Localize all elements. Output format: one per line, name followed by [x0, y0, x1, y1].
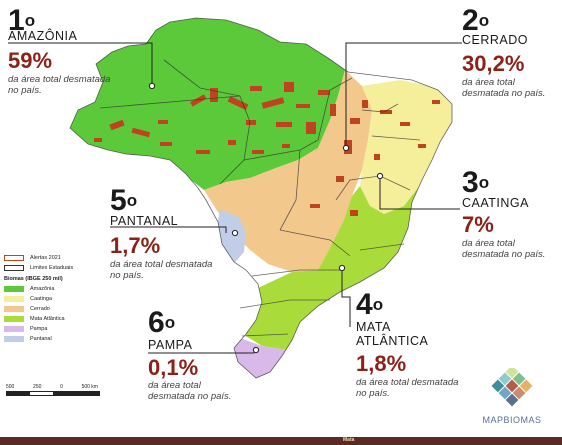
legend-item: Pantanal — [4, 334, 73, 344]
mapbiomas-logo: MAPBIOMAS — [472, 365, 552, 425]
legend-label: Cerrado — [30, 306, 50, 312]
leader-lines — [8, 42, 462, 354]
scale-labels: 500 250 0 500 km — [6, 384, 98, 390]
rank-caatinga: 3o — [462, 166, 490, 199]
legend-item: Pampa — [4, 324, 73, 334]
legend-swatch — [4, 306, 24, 312]
legend-limits: Limites Estaduais — [4, 263, 73, 273]
legend-label: Pampa — [30, 326, 48, 332]
legend-label: Amazônia — [30, 286, 55, 292]
legend-label: Pantanal — [30, 336, 52, 342]
alert-clusters — [94, 82, 440, 216]
biome-name-cerrado: CERRADO — [462, 33, 529, 47]
legend-swatch — [4, 286, 24, 292]
percent-pantanal: 1,7% — [110, 233, 161, 258]
scale-label: 500 — [6, 384, 15, 390]
bottom-strip-text: Mata — [343, 437, 355, 443]
legend-swatch — [4, 336, 24, 342]
cerrado-biome — [204, 70, 372, 272]
scale-label: 500 km — [81, 384, 98, 390]
state-borders — [69, 17, 453, 379]
legend-swatch — [4, 296, 24, 302]
percent-amazonia: 59% — [8, 48, 53, 73]
scale-bar: 500 250 0 500 km — [6, 384, 100, 396]
biome-name-mata-atlantica: MATA ATLÂNTICA — [356, 320, 429, 348]
note-pampa: da área total desmatada no país. — [148, 380, 232, 402]
biome-name-pantanal: PANTANAL — [110, 214, 179, 228]
rank-amazonia: 1o — [8, 4, 36, 37]
biome-name-pampa: PAMPA — [148, 338, 193, 352]
map-legend: Alertas 2021 Limites Estaduais Biomas (I… — [4, 253, 73, 344]
legend-item: Mata Atlântica — [4, 314, 73, 324]
percent-caatinga: 7% — [462, 212, 494, 237]
biome-name-caatinga: CAATINGA — [462, 196, 529, 210]
rank-pantanal: 5o — [110, 184, 138, 217]
legend-swatch — [4, 316, 24, 322]
rank-mata-atlantica: 4o — [356, 288, 384, 321]
note-cerrado: da área total desmatada no país. — [462, 77, 546, 99]
legend-item: Amazônia — [4, 284, 73, 294]
mapbiomas-logo-mark — [491, 365, 533, 407]
alert-swatch — [4, 255, 24, 261]
legend-alerts: Alertas 2021 — [4, 253, 73, 263]
scale-label: 250 — [33, 384, 42, 390]
note-pantanal: da área total desmatada no país. — [110, 259, 213, 281]
caatinga-biome — [360, 80, 452, 214]
percent-cerrado: 30,2% — [462, 51, 525, 76]
note-mata-atlantica: da área total desmatada no país. — [356, 377, 459, 399]
rank-pampa: 6o — [148, 306, 176, 339]
legend-biome-items: Amazônia Caatinga Cerrado Mata Atlântica Pam… — [4, 284, 73, 344]
legend-biomes-title: Biomas (IBGE 250 mil) — [4, 276, 63, 282]
biome-name-amazonia: AMAZÔNIA — [8, 29, 78, 43]
bottom-strip — [0, 437, 562, 445]
legend-label: Mata Atlântica — [30, 316, 65, 322]
scale-graphic — [6, 391, 100, 396]
note-caatinga: da área total desmatada no país. — [462, 238, 546, 260]
scale-label: 0 — [60, 384, 63, 390]
rank-cerrado: 2o — [462, 4, 490, 37]
mata-atlantica-biome — [246, 130, 452, 350]
percent-mata-atlantica: 1,8% — [356, 351, 407, 376]
legend-label: Caatinga — [30, 296, 53, 302]
limits-swatch — [4, 265, 24, 271]
legend-item: Caatinga — [4, 294, 73, 304]
note-amazonia: da área total desmatada no país. — [8, 74, 111, 96]
percent-pampa: 0,1% — [148, 355, 199, 380]
leader-markers — [148, 82, 384, 354]
legend-item: Cerrado — [4, 304, 73, 314]
logo-text: MAPBIOMAS — [482, 415, 542, 425]
legend-swatch — [4, 326, 24, 332]
